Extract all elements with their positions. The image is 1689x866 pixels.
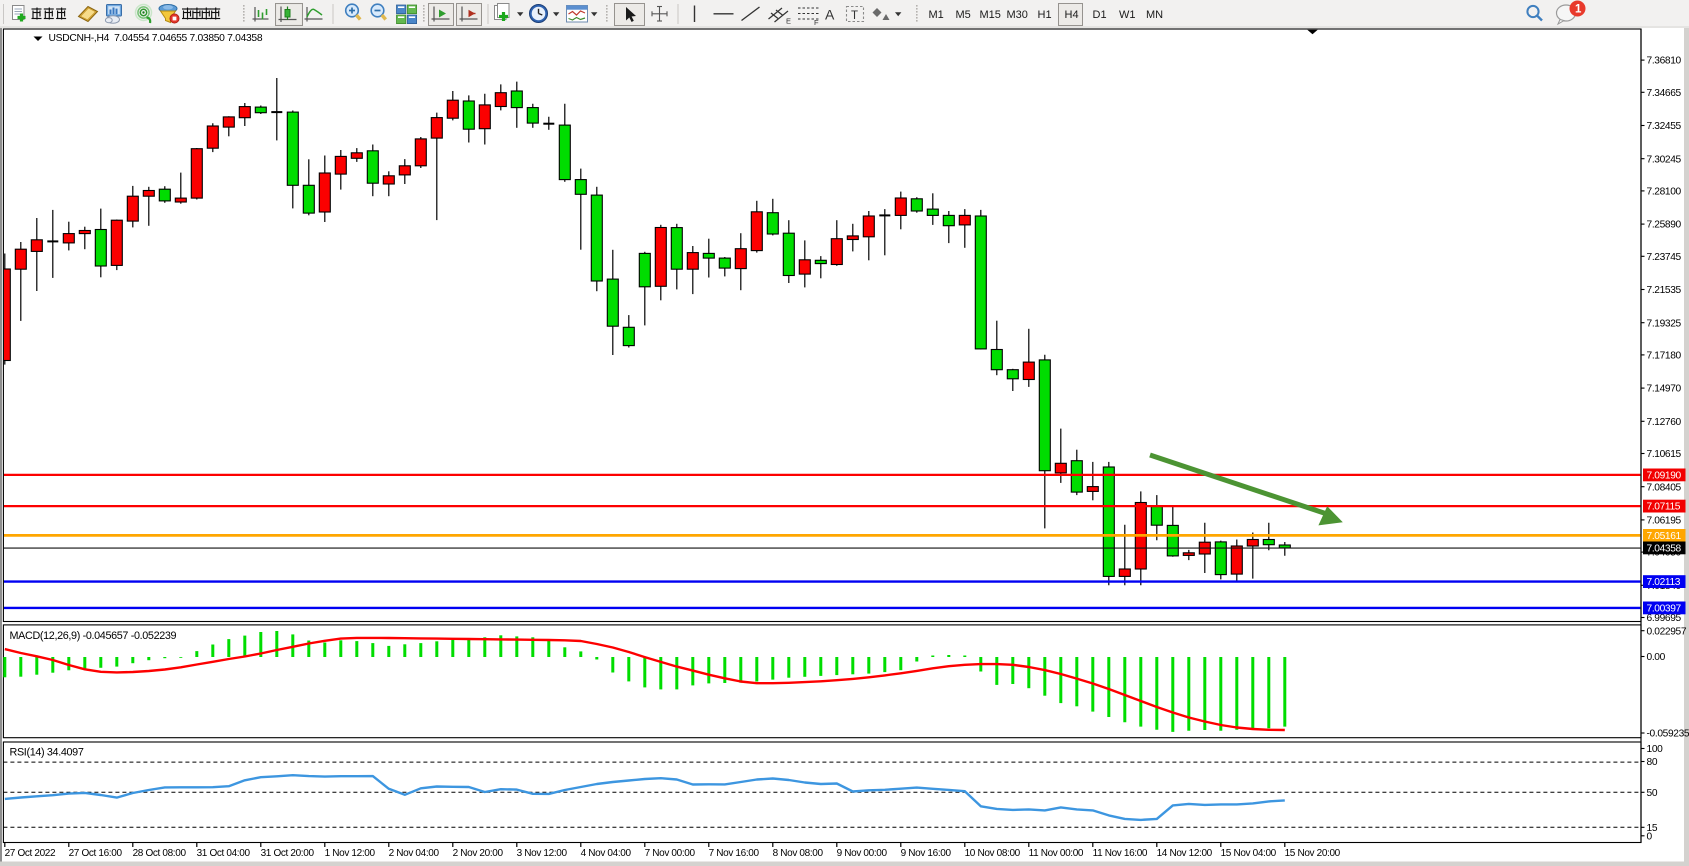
svg-text:28 Oct 08:00: 28 Oct 08:00 [133,848,187,859]
svg-text:7.10615: 7.10615 [1647,449,1682,460]
svg-text:8 Nov 08:00: 8 Nov 08:00 [773,848,824,859]
svg-text:7.08405: 7.08405 [1647,482,1682,493]
svg-text:7.21535: 7.21535 [1647,285,1682,296]
svg-text:M1: M1 [929,9,944,21]
svg-text:7.23745: 7.23745 [1647,252,1682,263]
svg-text:-0.059235: -0.059235 [1647,729,1689,740]
svg-text:2 Nov 20:00: 2 Nov 20:00 [453,848,504,859]
svg-text:1: 1 [1575,4,1582,16]
svg-text:7.09190: 7.09190 [1647,471,1682,482]
svg-text:7.36810: 7.36810 [1647,56,1682,67]
svg-text:11 Nov 00:00: 11 Nov 00:00 [1029,848,1084,859]
svg-text:7.30245: 7.30245 [1647,154,1682,165]
svg-text:15: 15 [1647,823,1658,834]
svg-text:100: 100 [1647,744,1664,755]
svg-text:D1: D1 [1093,9,1107,21]
svg-text:F: F [814,18,819,27]
svg-text:7.12760: 7.12760 [1647,417,1682,428]
svg-text:W1: W1 [1119,9,1136,21]
svg-text:31 Oct 04:00: 31 Oct 04:00 [197,848,251,859]
svg-text:7.00397: 7.00397 [1647,604,1682,615]
svg-text:14 Nov 12:00: 14 Nov 12:00 [1157,848,1213,859]
svg-text:MACD(12,26,9) -0.045657 -0.052: MACD(12,26,9) -0.045657 -0.052239 [10,630,177,642]
svg-text:80: 80 [1647,757,1658,768]
svg-text:MN: MN [1146,9,1163,21]
svg-text:E: E [786,17,791,26]
svg-text:7.19325: 7.19325 [1647,318,1682,329]
svg-text:RSI(14) 34.4097: RSI(14) 34.4097 [10,746,84,758]
svg-text:7.02113: 7.02113 [1647,577,1681,588]
svg-text:15 Nov 04:00: 15 Nov 04:00 [1221,848,1277,859]
svg-text:2 Nov 04:00: 2 Nov 04:00 [389,848,440,859]
svg-text:7 Nov 00:00: 7 Nov 00:00 [645,848,696,859]
svg-text:1 Nov 12:00: 1 Nov 12:00 [325,848,376,859]
svg-text:27 Oct 16:00: 27 Oct 16:00 [69,848,123,859]
svg-text:USDCNH-,H4 7.04554 7.04655 7.: USDCNH-,H4 7.04554 7.04655 7.03850 7.043… [49,33,263,44]
svg-text:7.34665: 7.34665 [1647,88,1682,99]
svg-text:0.022957: 0.022957 [1647,626,1687,637]
svg-text:9 Nov 16:00: 9 Nov 16:00 [901,848,952,859]
svg-text:11 Nov 16:00: 11 Nov 16:00 [1093,848,1148,859]
svg-text:7.28100: 7.28100 [1647,187,1682,198]
svg-text:H4: H4 [1065,9,1079,21]
svg-text:A: A [825,7,835,23]
svg-text:50: 50 [1647,788,1658,799]
svg-text:M15: M15 [980,9,1001,21]
svg-text:6.99695: 6.99695 [1647,613,1682,624]
svg-text:7.32455: 7.32455 [1647,121,1682,132]
svg-text:0: 0 [1647,831,1653,842]
svg-text:31 Oct 20:00: 31 Oct 20:00 [261,848,315,859]
svg-text:4 Nov 04:00: 4 Nov 04:00 [581,848,632,859]
svg-text:7.07115: 7.07115 [1647,502,1681,513]
svg-text:M30: M30 [1007,9,1028,21]
svg-text:7 Nov 16:00: 7 Nov 16:00 [709,848,760,859]
svg-text:7.04358: 7.04358 [1647,544,1682,555]
svg-text:7.25890: 7.25890 [1647,220,1682,231]
svg-text:7.17180: 7.17180 [1647,351,1682,362]
svg-text:M5: M5 [956,9,971,21]
svg-text:H1: H1 [1038,9,1052,21]
svg-text:7.06195: 7.06195 [1647,516,1682,527]
svg-text:3 Nov 12:00: 3 Nov 12:00 [517,848,568,859]
svg-text:27 Oct 2022: 27 Oct 2022 [5,848,56,859]
svg-text:0.00: 0.00 [1647,652,1666,663]
svg-text:9 Nov 00:00: 9 Nov 00:00 [837,848,888,859]
svg-text:T: T [851,10,858,22]
svg-text:7.05161: 7.05161 [1647,531,1682,542]
svg-text:10 Nov 08:00: 10 Nov 08:00 [965,848,1021,859]
svg-text:15 Nov 20:00: 15 Nov 20:00 [1285,848,1341,859]
svg-text:7.14970: 7.14970 [1647,384,1682,395]
